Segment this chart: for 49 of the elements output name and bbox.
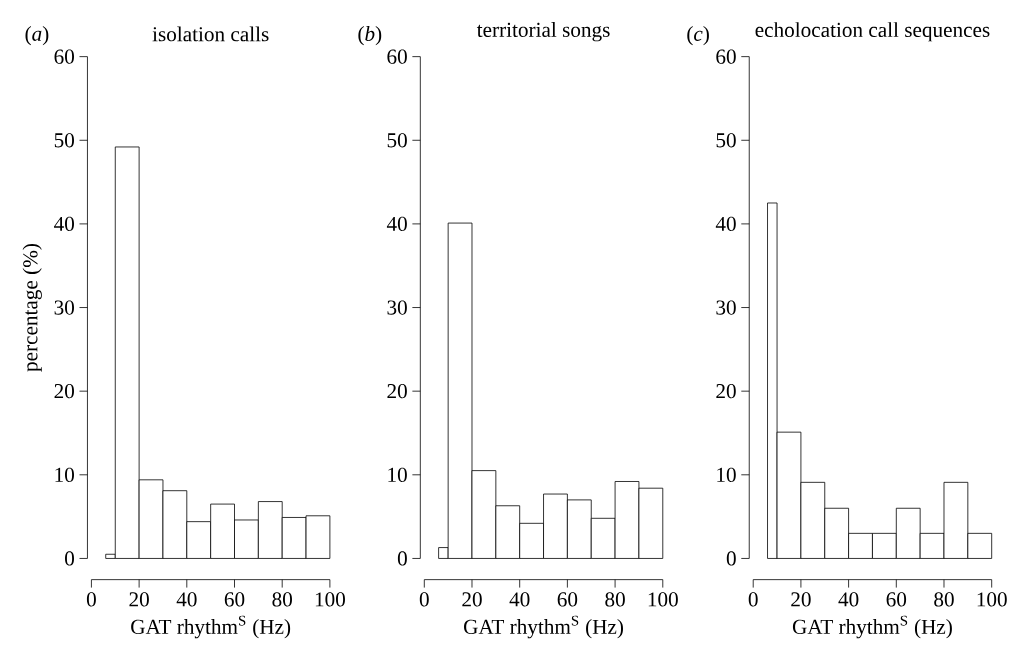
x-tick-label: 80 — [272, 592, 292, 607]
y-tick-label: 30 — [716, 300, 736, 315]
y-tick-label: 50 — [387, 133, 407, 148]
chart-title: territorial songs — [476, 22, 610, 42]
y-tick-label: 0 — [397, 551, 407, 566]
y-tick-label: 20 — [387, 384, 407, 399]
y-tick-label: 40 — [386, 216, 407, 232]
x-tick-label: 100 — [977, 592, 1007, 607]
y-tick-label: 60 — [716, 49, 736, 64]
chart-title: echolocation call sequences — [755, 22, 990, 42]
x-axis-title: GAT rhythm$^{S}$ (Hz) — [792, 615, 952, 639]
y-tick-label: 50 — [54, 133, 74, 148]
x-tick-label: 80 — [605, 592, 625, 607]
x-tick-label: 40 — [838, 592, 859, 607]
y-tick-label: 20 — [716, 384, 736, 399]
x-tick-label: 100 — [648, 592, 678, 607]
x-tick-label: 20 — [791, 592, 811, 607]
x-tick-label: 40 — [509, 592, 530, 607]
y-tick-label: 40 — [715, 216, 736, 232]
x-tick-label: 0 — [748, 592, 758, 607]
x-tick-label: 60 — [886, 592, 907, 607]
x-tick-label: 60 — [224, 592, 245, 607]
y-tick-label: 50 — [716, 133, 736, 148]
x-tick-label: 0 — [86, 592, 96, 607]
x-tick-label: 20 — [129, 592, 149, 607]
x-tick-label: 100 — [315, 592, 345, 607]
text: (a) — [25, 26, 49, 46]
y-tick-label: 30 — [54, 300, 74, 315]
x-axis-title: GAT rhythm$^{S}$ (Hz) — [464, 615, 624, 639]
y-tick-label: 20 — [54, 384, 74, 399]
text: (c) — [687, 26, 709, 46]
y-tick-label: 60 — [387, 49, 407, 64]
x-tick-label: 40 — [176, 592, 197, 607]
x-tick-label: 20 — [462, 592, 482, 607]
y-tick-label: 60 — [54, 49, 74, 64]
text: (b) — [358, 26, 382, 46]
y-axis-title: percentage (%) — [22, 244, 42, 372]
y-tick-label: 10 — [717, 467, 736, 483]
y-tick-label: 0 — [726, 551, 736, 566]
y-tick-label: 30 — [387, 300, 407, 315]
x-tick-label: 0 — [419, 592, 429, 607]
y-tick-label: 10 — [55, 467, 74, 483]
y-tick-label: 10 — [388, 467, 407, 483]
y-tick-label: 40 — [54, 216, 74, 232]
chart-title: isolation calls — [152, 26, 269, 42]
y-tick-label: 0 — [65, 551, 74, 566]
x-tick-label: 60 — [557, 592, 578, 607]
x-tick-label: 80 — [934, 592, 954, 607]
x-axis-title: GAT rhythm$^{S}$ (Hz) — [131, 615, 291, 639]
